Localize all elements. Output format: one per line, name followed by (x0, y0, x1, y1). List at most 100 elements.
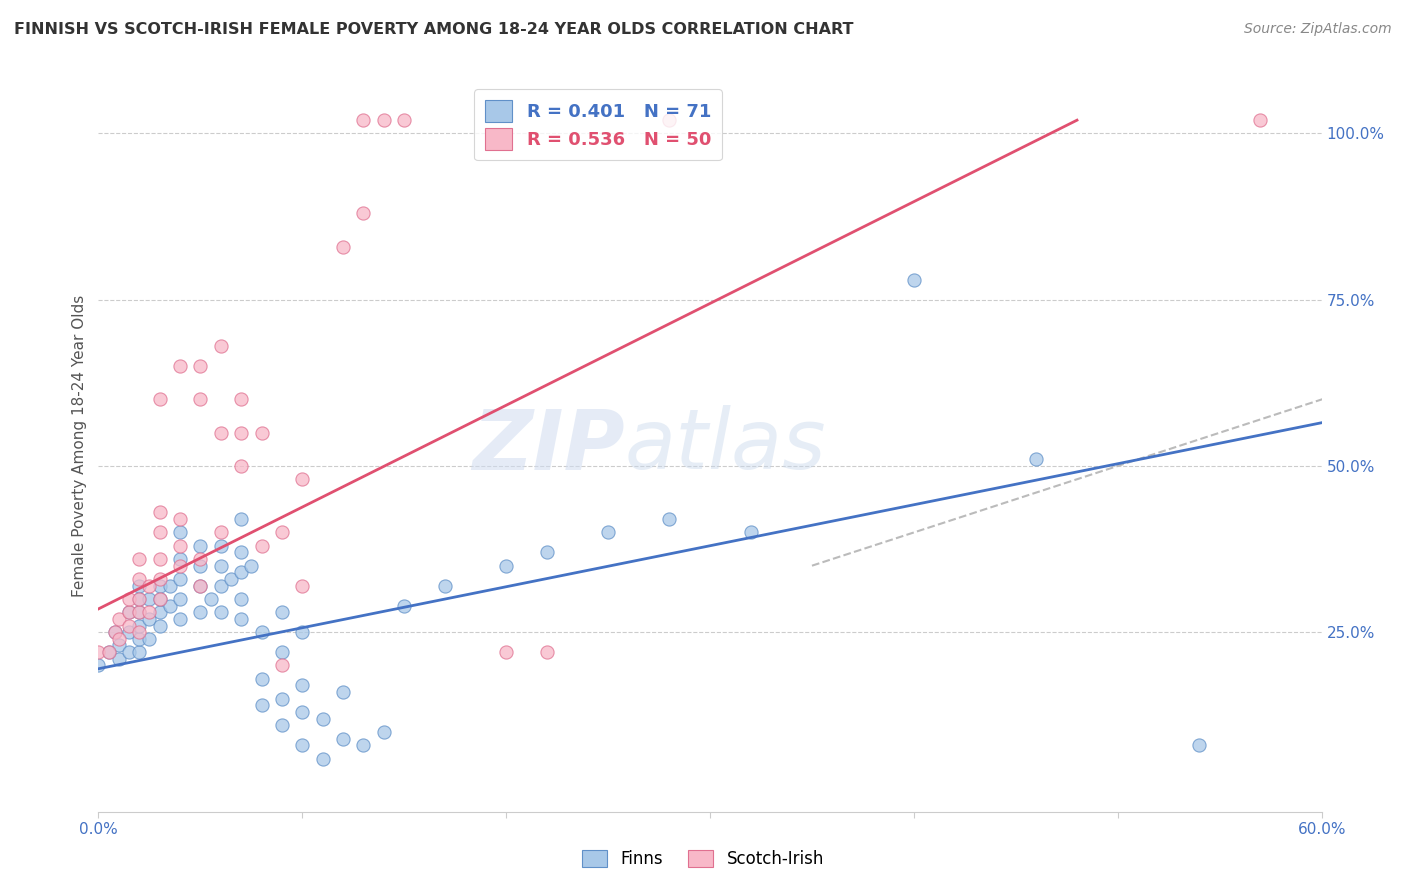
Point (1025, 452, 1047, 467)
Point (138, 632, 160, 646)
Point (188, 558, 212, 573)
Point (231, 458, 253, 473)
Point (118, 591, 141, 606)
Point (250, 672, 273, 686)
Point (373, 113, 395, 128)
Point (118, 605, 141, 619)
Point (219, 572, 242, 586)
Text: atlas: atlas (624, 406, 827, 486)
Point (373, 725, 395, 739)
Point (118, 645, 141, 659)
Point (536, 545, 558, 559)
Point (231, 392, 253, 407)
Point (128, 645, 150, 659)
Point (128, 605, 150, 619)
Point (138, 605, 160, 619)
Y-axis label: Female Poverty Among 18-24 Year Olds: Female Poverty Among 18-24 Year Olds (72, 295, 87, 597)
Point (149, 605, 172, 619)
Legend: Finns, Scotch-Irish: Finns, Scotch-Irish (575, 843, 831, 875)
Point (149, 552, 172, 566)
Point (128, 552, 150, 566)
Point (118, 618, 141, 632)
Legend: R = 0.401   N = 71, R = 0.536   N = 50: R = 0.401 N = 71, R = 0.536 N = 50 (474, 89, 723, 161)
Point (149, 591, 172, 606)
Point (231, 512, 253, 526)
Point (97, 645, 120, 659)
Point (128, 625, 150, 640)
Point (250, 425, 273, 440)
Point (250, 698, 273, 713)
Point (1188, 738, 1211, 752)
Point (231, 545, 253, 559)
Point (270, 645, 294, 659)
Point (138, 579, 160, 593)
Point (658, 512, 681, 526)
Point (128, 618, 150, 632)
Point (352, 113, 374, 128)
Point (188, 359, 212, 374)
Point (270, 525, 294, 540)
Point (128, 572, 150, 586)
Point (291, 625, 314, 640)
Point (188, 579, 212, 593)
Point (118, 605, 141, 619)
Point (188, 579, 212, 593)
Point (159, 599, 181, 613)
Point (332, 685, 354, 699)
Point (209, 525, 232, 540)
Point (149, 572, 172, 586)
Point (200, 591, 222, 606)
Point (87, 645, 110, 659)
Point (495, 558, 517, 573)
Point (128, 605, 150, 619)
Point (169, 558, 191, 573)
Point (149, 579, 172, 593)
Point (149, 618, 172, 632)
Point (209, 339, 232, 353)
Point (392, 599, 416, 613)
Point (108, 632, 131, 646)
Point (104, 625, 127, 640)
Point (138, 612, 160, 626)
Point (209, 605, 232, 619)
Point (188, 605, 212, 619)
Point (352, 206, 374, 220)
Point (118, 625, 141, 640)
Point (495, 645, 517, 659)
Point (332, 731, 354, 746)
Point (231, 612, 253, 626)
Point (188, 552, 212, 566)
Point (270, 658, 294, 673)
Point (740, 525, 762, 540)
Point (169, 359, 191, 374)
Text: ZIP: ZIP (472, 406, 624, 486)
Point (434, 579, 457, 593)
Point (1249, 113, 1271, 128)
Point (231, 591, 253, 606)
Point (250, 625, 273, 640)
Point (149, 392, 172, 407)
Text: Source: ZipAtlas.com: Source: ZipAtlas.com (1244, 22, 1392, 37)
Point (270, 691, 294, 706)
Point (291, 678, 314, 692)
Point (291, 472, 314, 486)
Point (169, 539, 191, 553)
Point (291, 579, 314, 593)
Point (188, 539, 212, 553)
Point (108, 652, 131, 666)
Point (209, 539, 232, 553)
Point (536, 645, 558, 659)
Point (149, 591, 172, 606)
Point (138, 591, 160, 606)
Point (352, 738, 374, 752)
Point (97, 645, 120, 659)
Point (169, 612, 191, 626)
Point (231, 425, 253, 440)
Point (149, 506, 172, 520)
Point (87, 658, 110, 673)
Point (291, 738, 314, 752)
Point (128, 579, 150, 593)
Point (169, 591, 191, 606)
Point (128, 591, 150, 606)
Point (903, 273, 925, 287)
